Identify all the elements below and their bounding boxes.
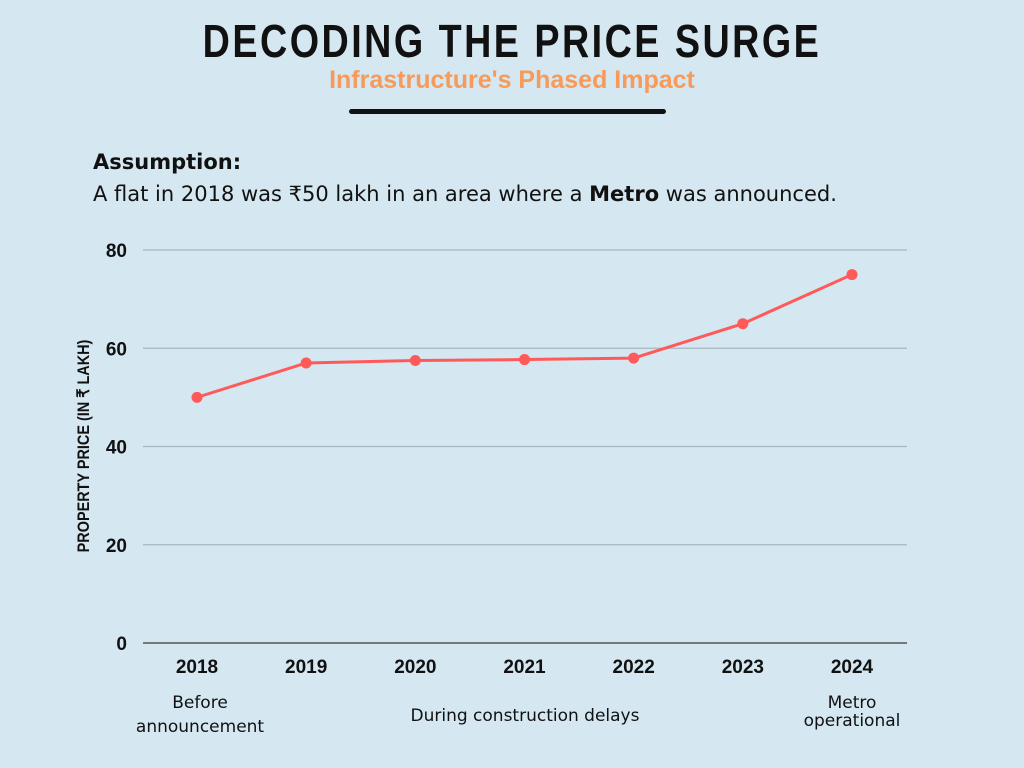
data-point [519,354,530,366]
y-tick-label: 60 [106,339,127,360]
y-axis-label: PROPERTY PRICE (IN ₹ LAKH) [75,340,93,553]
x-tick-label: 2022 [613,657,655,678]
y-tick-label: 80 [106,241,127,262]
x-tick-label: 2018 [176,657,218,678]
x-tick-label: 2020 [394,657,436,678]
annotation-label: During construction delays [411,706,640,726]
assumption-bold: Metro [589,182,660,206]
x-tick-label: 2019 [285,657,327,678]
assumption-text: A flat in 2018 was ₹50 lakh in an area w… [93,182,837,206]
series-line [196,273,853,399]
x-tick-label: 2024 [831,657,874,678]
annotation-label: announcement [136,717,265,737]
assumption-heading: Assumption: [93,150,242,174]
data-point [628,352,640,364]
x-tick-label: 2021 [503,657,546,678]
data-point [300,357,312,369]
x-tick-label: 2023 [722,657,764,678]
annotation-label: Before [172,693,228,713]
assumption-text-1: A flat in 2018 was ₹50 lakh in an area w… [93,182,590,206]
y-tick-label: 20 [106,536,127,557]
chart-subtitle: Infrastructure's Phased Impact [329,66,695,94]
chart-title: DECODING THE PRICE SURGE [202,15,822,67]
data-point [737,318,749,330]
data-point [409,355,421,367]
y-tick-label: 0 [116,634,127,655]
y-tick-label: 40 [106,438,127,459]
title-divider [349,109,666,114]
annotation-label: operational [804,711,901,731]
data-point [191,391,203,403]
data-point [846,269,858,281]
assumption-text-2: was announced. [659,182,837,206]
annotation-label: Metro [828,693,877,713]
